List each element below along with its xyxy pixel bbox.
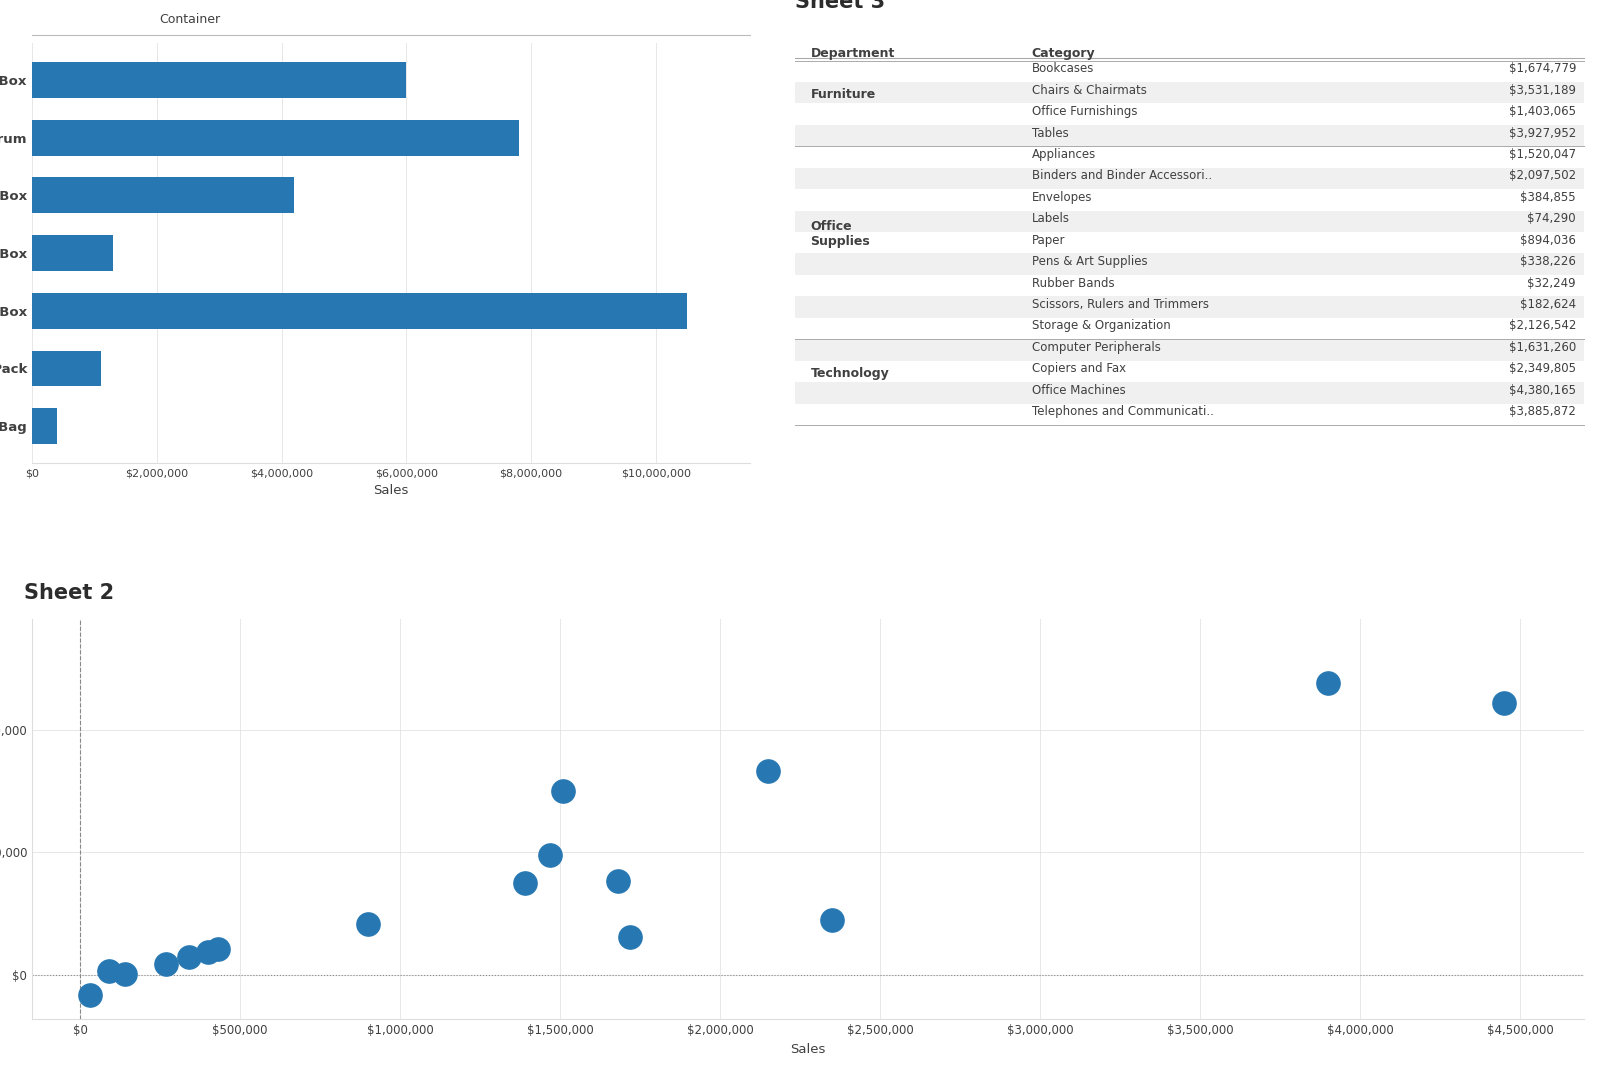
Text: Storage & Organization: Storage & Organization [1032,320,1170,333]
Point [605,872,630,890]
Text: Tables: Tables [1032,127,1069,139]
Bar [795,382,1584,403]
X-axis label: Sales: Sales [373,484,408,497]
Text: $182,624: $182,624 [1520,298,1576,311]
Point [195,943,221,960]
Text: Sheet 2: Sheet 2 [24,583,114,603]
Text: $32,249: $32,249 [1528,277,1576,290]
Bar [32,120,518,156]
Text: Rubber Bands: Rubber Bands [1032,277,1114,290]
Point [205,941,230,958]
Bar [795,167,1584,189]
Point [819,911,845,928]
Text: $894,036: $894,036 [1520,234,1576,247]
Point [550,782,576,799]
Bar [32,62,406,98]
Point [176,949,202,966]
Text: Bookcases: Bookcases [1032,62,1094,75]
Bar [32,177,294,214]
Text: Department: Department [811,47,894,60]
Text: $1,520,047: $1,520,047 [1509,148,1576,161]
Text: $2,097,502: $2,097,502 [1509,170,1576,182]
Text: $3,927,952: $3,927,952 [1509,127,1576,139]
Text: Office Furnishings: Office Furnishings [1032,105,1138,118]
Bar [795,210,1584,232]
Bar [795,253,1584,275]
Bar [32,351,101,386]
Point [512,874,538,892]
Bar [795,339,1584,361]
Bar [795,124,1584,146]
Bar [32,409,58,444]
Text: Container: Container [160,13,221,26]
Bar [795,82,1584,103]
Text: $3,531,189: $3,531,189 [1509,84,1576,97]
Text: $1,674,779: $1,674,779 [1509,62,1576,75]
Text: Copiers and Fax: Copiers and Fax [1032,363,1126,376]
Text: Labels: Labels [1032,212,1069,225]
Text: $4,380,165: $4,380,165 [1509,384,1576,397]
Point [77,986,102,1003]
Text: Office Machines: Office Machines [1032,384,1125,397]
Text: Scissors, Rulers and Trimmers: Scissors, Rulers and Trimmers [1032,298,1208,311]
Text: Office
Supplies: Office Supplies [811,220,870,248]
Bar [32,235,114,271]
Text: $338,226: $338,226 [1520,255,1576,268]
Text: $384,855: $384,855 [1520,191,1576,204]
Point [112,966,138,983]
Point [355,915,381,932]
Text: Computer Peripherals: Computer Peripherals [1032,341,1160,354]
Text: Envelopes: Envelopes [1032,191,1093,204]
Text: Paper: Paper [1032,234,1066,247]
Text: Sheet 3: Sheet 3 [795,0,885,13]
Bar [795,296,1584,318]
Point [538,847,563,864]
Text: Telephones and Communicati..: Telephones and Communicati.. [1032,406,1213,418]
Text: $1,631,260: $1,631,260 [1509,341,1576,354]
Point [1491,694,1517,711]
Text: $1,403,065: $1,403,065 [1509,105,1576,118]
Text: Chairs & Chairmats: Chairs & Chairmats [1032,84,1146,97]
Text: Pens & Art Supplies: Pens & Art Supplies [1032,255,1147,268]
Text: $3,885,872: $3,885,872 [1509,406,1576,418]
Text: $74,290: $74,290 [1528,212,1576,225]
Text: Technology: Technology [811,367,890,380]
Point [96,962,122,980]
Point [154,956,179,973]
Text: Category: Category [1032,47,1094,60]
Bar [32,293,686,328]
Text: Appliances: Appliances [1032,148,1096,161]
Point [618,928,643,945]
Text: Binders and Binder Accessori..: Binders and Binder Accessori.. [1032,170,1211,182]
Text: $2,349,805: $2,349,805 [1509,363,1576,376]
Point [755,763,781,780]
Text: $2,126,542: $2,126,542 [1509,320,1576,333]
Text: Furniture: Furniture [811,88,875,101]
X-axis label: Sales: Sales [790,1043,826,1056]
Point [1315,674,1341,691]
